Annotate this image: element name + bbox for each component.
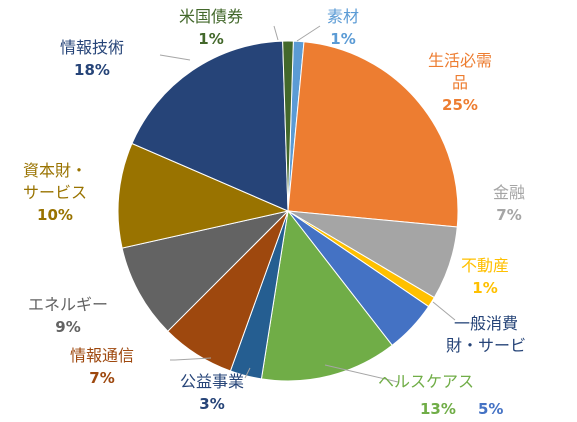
label-shihonzai: 資本財・ サービス 10%	[23, 160, 87, 226]
slice-label-percent: 9%	[55, 318, 81, 336]
slice-label-name: 米国債券	[179, 7, 244, 26]
slice-label-percent: 25%	[442, 96, 478, 114]
slice-label-name-cont: サービス	[23, 183, 88, 202]
label-tsushin: 情報通信 7%	[70, 345, 134, 389]
label-fudosan: 不動産 1%	[461, 255, 509, 299]
label-beikoku: 米国債券 1%	[179, 6, 243, 50]
leader-line	[324, 364, 399, 383]
slice-label-percent: 18%	[74, 61, 110, 79]
slice-label-name: 生活必需	[428, 51, 493, 70]
pie-slice	[121, 210, 290, 332]
slice-label-name-cont: 財・サービ	[446, 336, 527, 355]
slice-label-percent: 7%	[89, 369, 115, 387]
leader-line	[273, 25, 279, 41]
pie-slice	[117, 142, 290, 249]
leader-line	[244, 367, 251, 379]
slice-label-percent: 1%	[198, 30, 224, 48]
label-kinyu: 金融 7%	[493, 182, 525, 226]
slice-label-name: エネルギー	[28, 295, 109, 314]
slice-label-name: 不動産	[461, 256, 510, 275]
slice-label-name: ヘルスケアス	[378, 372, 475, 391]
label-koeki: 公益事業 3%	[180, 371, 244, 415]
label-energy: エネルギー 9%	[28, 294, 108, 338]
slice-label-percent: 3%	[199, 395, 225, 413]
leader-line	[159, 54, 191, 61]
slice-label-name: 情報通信	[70, 346, 135, 365]
label-health: ヘルスケアス	[378, 371, 474, 393]
label-health-pct: 13%	[420, 398, 456, 420]
slice-label-percent: 10%	[37, 206, 73, 224]
pie-slice	[260, 209, 393, 382]
slice-label-name: 金融	[493, 183, 526, 202]
pie-slice	[282, 40, 294, 212]
slice-label-name: 情報技術	[60, 38, 125, 57]
leader-line	[432, 301, 456, 321]
slice-label-percent: 1%	[472, 279, 498, 297]
slice-label-name: 資本財・	[23, 161, 88, 180]
slice-label-name-cont: 品	[452, 73, 469, 92]
slice-label-name: 素材	[327, 7, 360, 26]
slice-label-name: 公益事業	[180, 372, 245, 391]
slice-label-percent: 1%	[330, 30, 356, 48]
slice-label-percent: 7%	[496, 206, 522, 224]
label-seikatsu: 生活必需 品 25%	[428, 50, 492, 116]
label-joho-gijutsu: 情報技術 18%	[60, 37, 124, 81]
label-ippan: 一般消費 財・サービ	[446, 313, 526, 357]
leader-lines	[159, 25, 456, 383]
leader-line	[296, 25, 321, 42]
label-sozai: 素材 1%	[327, 6, 359, 50]
label-ippan-pct: 5%	[478, 398, 503, 420]
slice-label-percent: 5%	[478, 400, 504, 418]
pie-slice	[131, 40, 289, 212]
pie-slices	[117, 40, 459, 382]
pie-slice	[287, 41, 459, 228]
slice-label-percent: 13%	[420, 400, 456, 418]
leader-line	[174, 357, 212, 361]
slice-label-name: 一般消費	[454, 314, 519, 333]
